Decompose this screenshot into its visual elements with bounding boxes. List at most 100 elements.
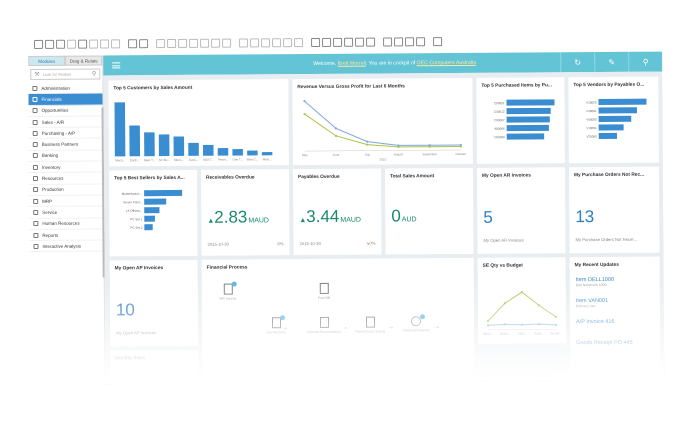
sidebar-item[interactable]: Resources [28, 172, 104, 185]
currency-icon[interactable] [294, 38, 304, 48]
menu-icon[interactable] [112, 62, 121, 69]
chart-icon [32, 96, 38, 102]
widget-receivables-overdue[interactable]: Receivables Overdue ▲2.83MAUD 2015-10-30… [200, 169, 290, 256]
process-step-period-end-closing[interactable]: Period-End Closing [352, 316, 388, 334]
bar [188, 142, 199, 156]
widget-financial-process[interactable]: Financial Process A/R Invoice Post Bill … [201, 257, 475, 384]
sidebar-item[interactable]: Sales - A/R [28, 116, 103, 129]
tab-drag-relate[interactable]: Drag & Relate [65, 55, 103, 66]
widget-payables-overdue[interactable]: Payables Overdue ▲3.44MAUD 2015-10-30 ↘0… [292, 168, 382, 256]
first-record-icon[interactable] [156, 39, 166, 49]
sidebar-item[interactable]: Production [29, 184, 104, 196]
recent-update-item[interactable]: Goods Receipt PO 445 [576, 340, 633, 346]
journal-icon[interactable] [261, 38, 271, 48]
widget-revenue-vs-gp[interactable]: Revenue Versus Gross Profit for Last 6 M… [292, 77, 473, 166]
sidebar-item[interactable]: Reports [29, 229, 104, 242]
search-icon[interactable]: ⚲ [91, 71, 97, 78]
help-icon[interactable] [433, 37, 443, 47]
query-icon[interactable] [394, 37, 404, 47]
widget-title: My Recent Updates [574, 262, 619, 269]
widget-monthly-sales[interactable]: Monthly Sales [110, 349, 199, 385]
form-icon[interactable] [416, 37, 426, 47]
sidebar-item[interactable]: Service [29, 206, 104, 219]
sidebar-item[interactable]: Business Partners [28, 138, 103, 151]
process-step-ar-invoice[interactable]: A/R Invoice [210, 281, 246, 301]
widget-open-ar-invoices[interactable]: My Open AR Invoices 5 My Open AR Invoice… [476, 167, 566, 254]
refresh-icon[interactable] [200, 38, 210, 48]
gross-profit-icon[interactable] [283, 38, 293, 48]
widget-total-sales[interactable]: Total Sales Amount 0AUD [384, 167, 474, 255]
drag-relate-icon[interactable] [355, 37, 365, 47]
sidebar-item[interactable]: Interactive Analysis [29, 240, 104, 253]
recent-update-item[interactable]: Item DELL1000 Dell Notebook 1000 [576, 277, 614, 287]
alert-icon[interactable] [383, 37, 393, 47]
widget-best-sellers[interactable]: Top 5 Best Sellers by Sales A... Motherb… [108, 169, 198, 257]
widget-recent-updates[interactable]: My Recent Updates Item DELL1000 Dell Note… [569, 256, 661, 382]
process-step-internal-reconciliation[interactable]: Internal Reconciliation [306, 316, 342, 334]
update-title[interactable]: Goods Receipt PO 445 [576, 339, 633, 347]
module-search[interactable]: ⚒ Look for Module ⚲ [30, 68, 101, 80]
sidebar-item[interactable]: Financials [28, 93, 103, 106]
sidebar-item[interactable]: Human Resources [29, 218, 104, 230]
messages-icon[interactable] [322, 37, 332, 47]
attach-icon[interactable] [89, 39, 99, 49]
add-icon[interactable] [139, 39, 149, 49]
layout-icon[interactable] [111, 39, 121, 49]
x-tick-label: Aussi... [189, 158, 199, 162]
arrow-icon: ➝ [342, 325, 348, 332]
up-arrow-icon: ▲ [299, 217, 307, 225]
update-title[interactable]: A/P Invoice 416 [576, 318, 615, 326]
y-tick-label: A00006 [494, 127, 505, 131]
company-link[interactable]: OEC Computers Australia [416, 59, 477, 67]
widget-po-not-received[interactable]: My Purchase Orders Not Rec... 13 My Purc… [568, 166, 660, 254]
settings-icon[interactable] [311, 37, 321, 48]
process-step-journal-entry[interactable]: Journal Entry [258, 315, 294, 334]
sidebar-item[interactable]: Banking [28, 150, 103, 163]
sidebar-item[interactable]: MRP [29, 195, 104, 208]
report-icon[interactable] [405, 37, 415, 47]
base-document-icon[interactable] [239, 38, 249, 48]
recent-update-item[interactable]: A/P Invoice 416 [576, 319, 614, 325]
sidebar-item[interactable]: Purchasing - A/P [28, 127, 103, 140]
last-record-icon[interactable] [189, 38, 199, 48]
widget-open-ap-invoices[interactable]: My Open AP Invoices 10 My Open AP Invoic… [109, 259, 199, 347]
calendar-icon[interactable] [333, 37, 343, 47]
widget-top-vendors[interactable]: Top 5 Vendors by Payables O... V40000 V40… [568, 76, 659, 164]
process-step-label: Post Bill [317, 295, 330, 300]
top-customers-chart: Mech... Earth... Maxi T... SC Bu... Micro...… [114, 102, 273, 162]
sidebar-item-label: Purchasing - A/P [41, 130, 76, 136]
next-record-icon[interactable] [178, 38, 188, 48]
sidebar-item[interactable]: Inventory [28, 161, 103, 174]
module-search-input[interactable]: Look for Module [42, 71, 72, 77]
calculator-icon[interactable] [344, 37, 354, 47]
preview-icon[interactable] [56, 39, 66, 49]
previous-record-icon[interactable] [167, 38, 177, 49]
sidebar-item[interactable]: Opportunities [28, 105, 103, 117]
find-icon[interactable] [128, 39, 138, 49]
browser-icon[interactable] [78, 39, 88, 49]
bar [232, 149, 243, 156]
tab-modules[interactable]: Modules [28, 55, 66, 66]
recent-update-item[interactable]: Item VAN001 Delivery Van [576, 298, 608, 308]
service-icon [33, 209, 39, 215]
user-link[interactable]: Brett Morrell [337, 60, 366, 67]
edit-icon[interactable]: ✎ [594, 51, 629, 73]
open-icon[interactable] [34, 39, 44, 49]
target-document-icon[interactable] [250, 38, 260, 48]
user-icon[interactable] [366, 37, 376, 47]
refresh-icon[interactable]: ↻ [560, 52, 595, 73]
search-icon[interactable]: ⚲ [628, 51, 663, 72]
payment-icon[interactable] [272, 38, 282, 48]
doc-icon[interactable] [100, 39, 110, 49]
process-step-post-bill[interactable]: Post Bill [306, 282, 342, 300]
print-icon[interactable] [45, 39, 55, 49]
widget-se-qty-vs-budget[interactable]: SE Qty vs Budget Micro... Brand... ADA... E… [477, 257, 567, 344]
widget-top-items[interactable]: Top 5 Purchased Items by Pu... C00001 C00… [476, 77, 565, 164]
sidebar-item[interactable]: Administration [28, 82, 103, 95]
export-icon[interactable] [67, 39, 77, 49]
filter-icon[interactable] [211, 38, 221, 48]
widget-top-customers[interactable]: Top 5 Customers by Sales Amount Mech... E… [108, 79, 289, 167]
sort-icon[interactable] [222, 38, 232, 48]
process-step-label: Period-End Closing [355, 329, 385, 334]
process-step-financial-reports[interactable]: Financial Reports [398, 314, 434, 332]
